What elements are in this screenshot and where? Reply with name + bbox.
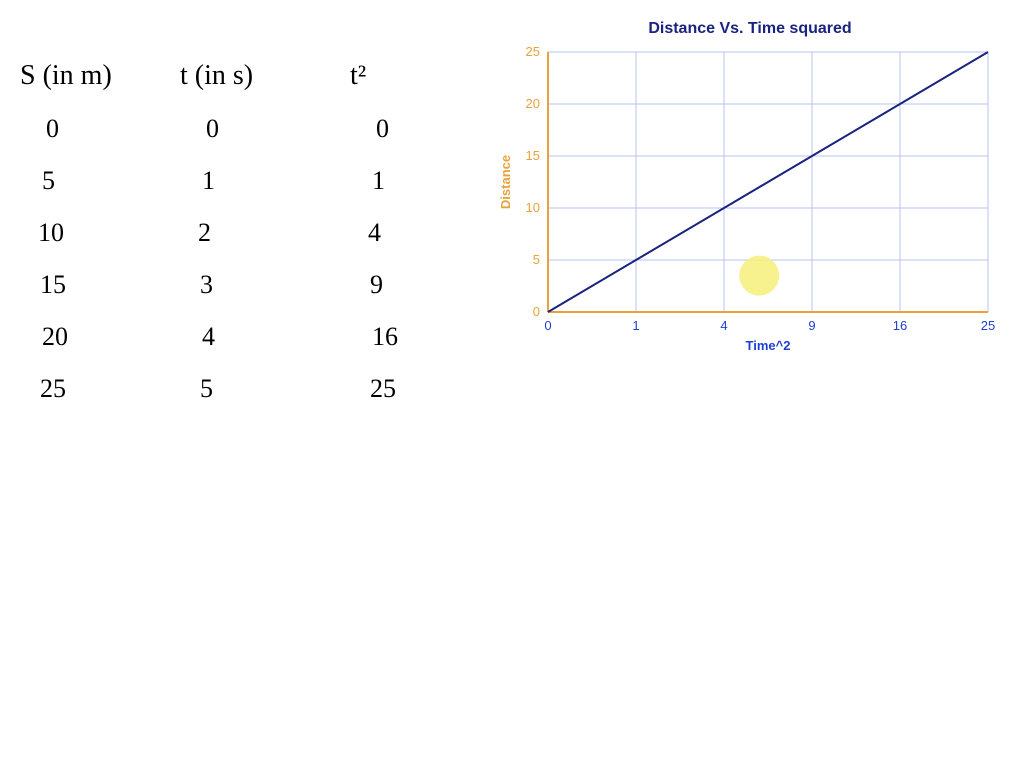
- table-cell: 4: [202, 322, 253, 352]
- table-cell: 25: [40, 374, 112, 404]
- table-cell: 5: [42, 166, 112, 196]
- x-tick-label: 16: [893, 318, 907, 333]
- table-column-2: t² 0 1 4 9 16 25: [350, 60, 398, 426]
- table-cell: 0: [206, 114, 253, 144]
- table-header: t²: [350, 60, 398, 92]
- table-cell: 0: [46, 114, 112, 144]
- table-cell: 9: [370, 270, 398, 300]
- table-cell: 4: [368, 218, 398, 248]
- x-tick-label: 0: [544, 318, 551, 333]
- table-cell: 1: [372, 166, 398, 196]
- table-header: t (in s): [180, 60, 253, 92]
- x-tick-label: 9: [808, 318, 815, 333]
- y-axis-label: Distance: [498, 155, 513, 209]
- y-tick-label: 0: [533, 304, 540, 319]
- table-column-1: t (in s) 0 1 2 3 4 5: [180, 60, 253, 426]
- line-chart: 0 5 10 15 20 25 0 1 4 9 16 25 Distance Time^2: [490, 42, 1006, 356]
- y-tick-label: 5: [533, 252, 540, 267]
- y-tick-label: 25: [526, 44, 540, 59]
- x-tick-label: 4: [720, 318, 727, 333]
- x-axis-label: Time^2: [746, 338, 791, 353]
- table-cell: 10: [38, 218, 112, 248]
- table-column-0: S (in m) 0 5 10 15 20 25: [20, 60, 112, 426]
- chart-container: Distance Vs. Time squared 0 5 10 15 20 25 0 1 4 9…: [490, 20, 1010, 356]
- table-cell: 3: [200, 270, 253, 300]
- y-tick-label: 10: [526, 200, 540, 215]
- table-cell: 15: [40, 270, 112, 300]
- x-tick-label: 1: [632, 318, 639, 333]
- table-cell: 25: [370, 374, 398, 404]
- x-tick-label: 25: [981, 318, 995, 333]
- table-cell: 0: [376, 114, 398, 144]
- y-tick-label: 20: [526, 96, 540, 111]
- table-header: S (in m): [20, 60, 112, 92]
- table-cell: 5: [200, 374, 253, 404]
- table-cell: 1: [202, 166, 253, 196]
- y-tick-label: 15: [526, 148, 540, 163]
- table-cell: 16: [372, 322, 398, 352]
- table-cell: 20: [42, 322, 112, 352]
- table-cell: 2: [198, 218, 253, 248]
- highlight-marker: [739, 256, 779, 296]
- chart-title: Distance Vs. Time squared: [490, 20, 1010, 38]
